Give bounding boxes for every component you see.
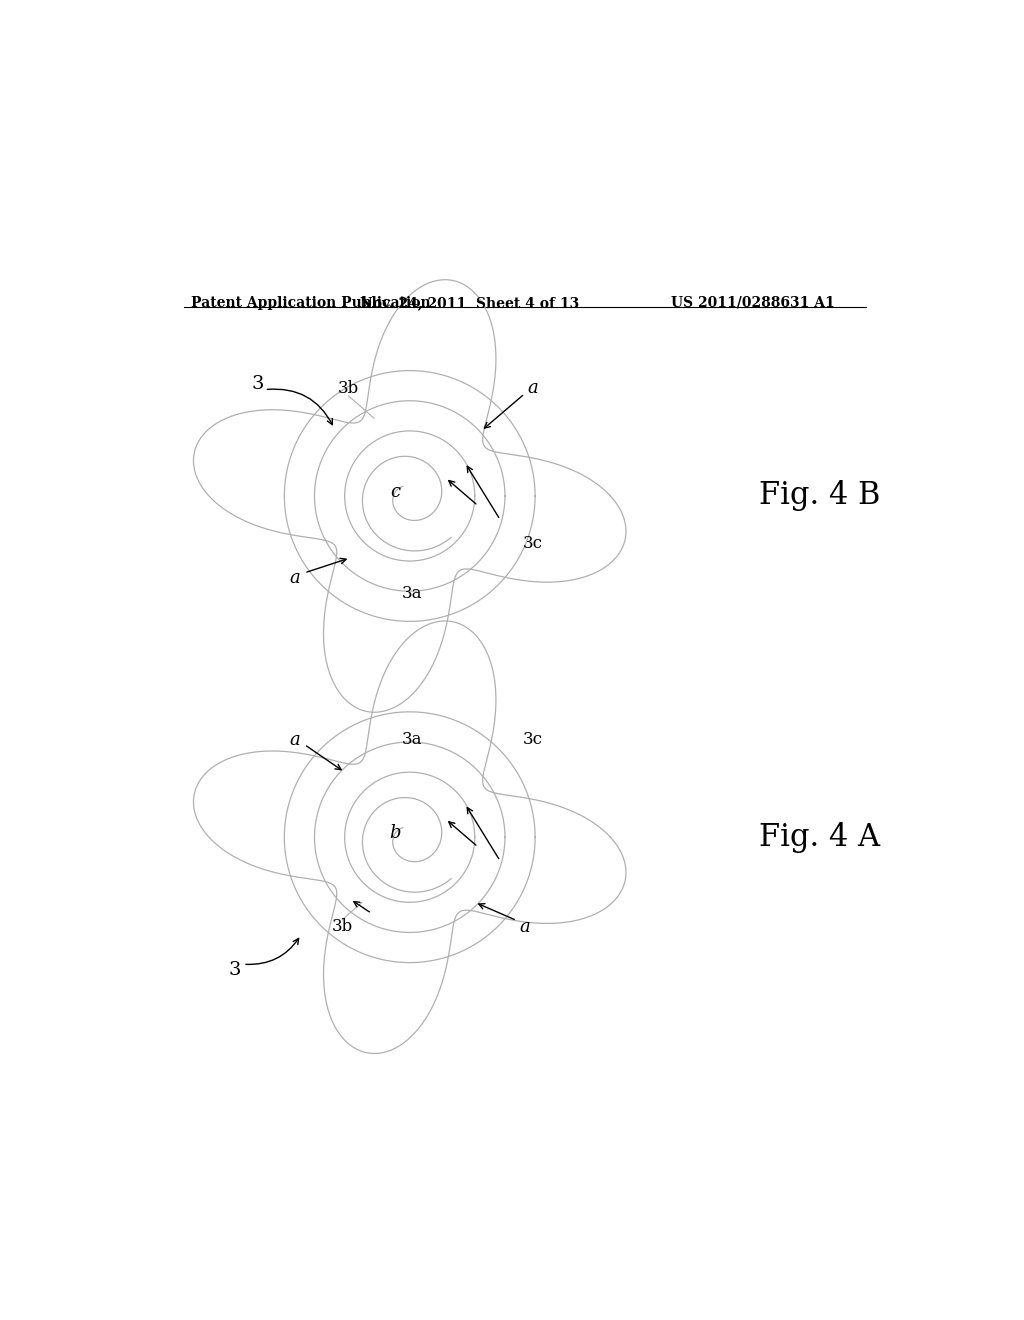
Text: 3: 3: [251, 375, 263, 393]
Text: Patent Application Publication: Patent Application Publication: [191, 296, 431, 310]
Text: Fig. 4 A: Fig. 4 A: [759, 822, 880, 853]
Text: a: a: [519, 917, 530, 936]
Text: 3c: 3c: [522, 731, 543, 748]
Text: 3c: 3c: [522, 535, 543, 552]
Text: US 2011/0288631 A1: US 2011/0288631 A1: [671, 296, 835, 310]
Text: 3a: 3a: [401, 731, 422, 748]
Text: 3a: 3a: [401, 585, 422, 602]
Text: a: a: [527, 379, 538, 397]
Text: a: a: [290, 730, 300, 748]
Text: 3: 3: [229, 961, 242, 978]
Text: a: a: [290, 569, 300, 586]
Text: c: c: [390, 483, 400, 502]
Text: 3b: 3b: [338, 380, 359, 396]
Text: 3b: 3b: [332, 919, 353, 936]
Text: Fig. 4 B: Fig. 4 B: [759, 480, 881, 511]
Text: Nov. 24, 2011  Sheet 4 of 13: Nov. 24, 2011 Sheet 4 of 13: [359, 296, 579, 310]
Text: b: b: [390, 824, 401, 842]
